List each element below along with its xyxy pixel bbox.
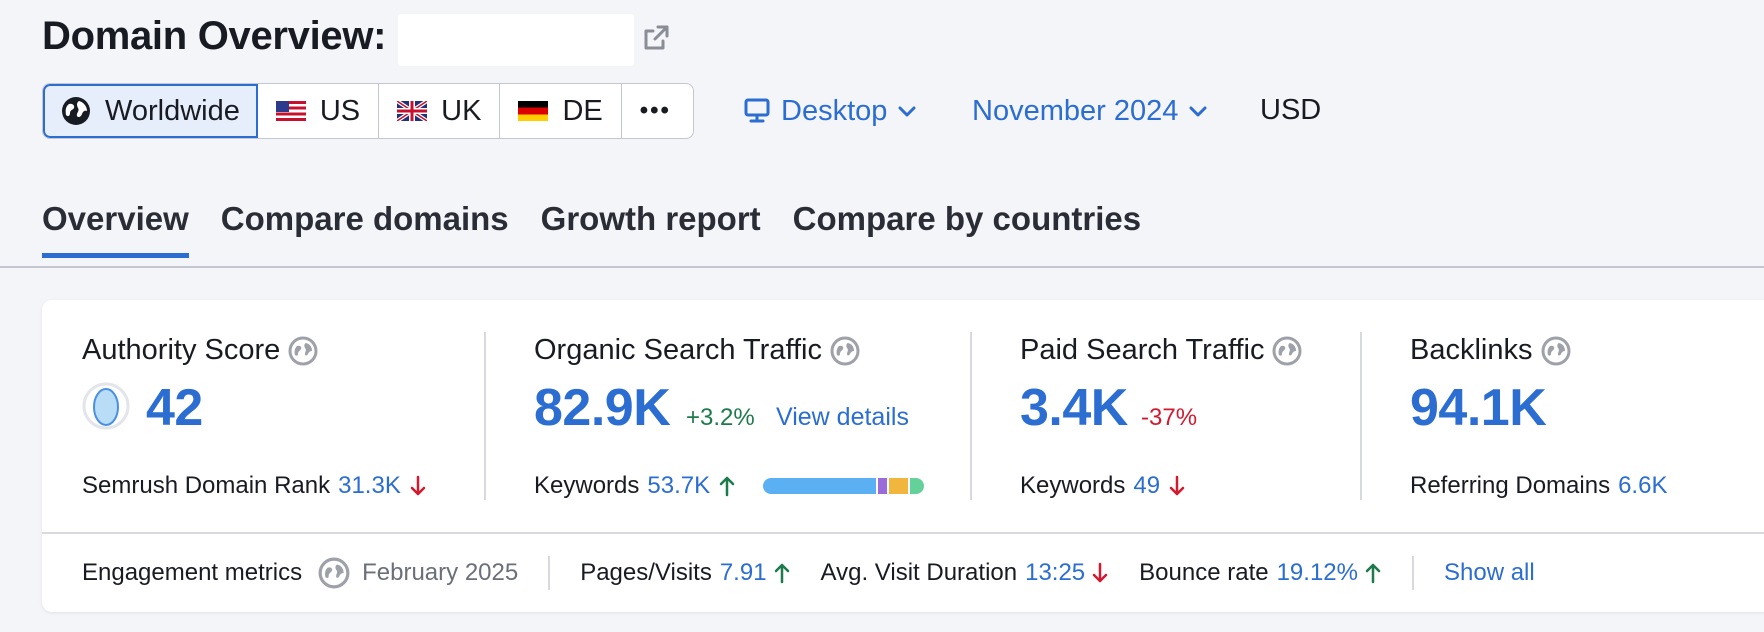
engagement-divider	[42, 532, 1764, 534]
engagement-separator	[548, 556, 551, 590]
arrow-up-icon	[774, 563, 789, 584]
bar-segment-21-50	[910, 478, 924, 494]
organic-keywords-label: Keywords	[534, 472, 640, 499]
domain-name-redacted	[398, 14, 634, 66]
visit-duration-value: 13:25	[1025, 559, 1086, 586]
us-flag-icon	[275, 101, 306, 121]
db-us-button[interactable]: US	[258, 84, 380, 138]
referring-domains-row: Referring Domains 6.6K	[1410, 472, 1667, 500]
chevron-down-icon	[1189, 106, 1207, 117]
domain-rank-value[interactable]: 31.3K	[338, 472, 401, 499]
backlinks-value[interactable]: 94.1K	[1410, 379, 1547, 437]
pages-visits-value: 7.91	[719, 559, 767, 586]
bar-segment-11-20	[889, 478, 908, 494]
arrow-down-icon	[410, 475, 426, 496]
paid-keywords-row: Keywords 49	[1020, 472, 1186, 500]
db-de-label: DE	[562, 94, 603, 127]
pages-visits-label: Pages/Visits	[580, 559, 712, 586]
authority-score-title: Authority Score	[82, 334, 281, 366]
metric-divider	[1360, 332, 1362, 500]
database-selector: Worldwide US UK DE •••	[42, 83, 694, 139]
paid-traffic-change: -37%	[1141, 404, 1198, 431]
engagement-separator	[1411, 556, 1414, 590]
device-label: Desktop	[781, 94, 888, 127]
tab-overview[interactable]: Overview	[42, 200, 189, 258]
globe-icon[interactable]	[288, 336, 318, 366]
bar-gap	[908, 478, 910, 494]
authority-score-value[interactable]: 42	[146, 379, 203, 437]
authority-score-label: Authority Score	[82, 334, 318, 367]
engagement-metrics-row: Engagement metrics February 2025 Pages/V…	[82, 552, 1535, 594]
backlinks-title: Backlinks	[1410, 334, 1533, 366]
db-uk-button[interactable]: UK	[379, 84, 501, 138]
globe-icon	[62, 97, 90, 125]
organic-traffic-change: +3.2%	[686, 404, 755, 431]
arrow-up-icon	[719, 476, 735, 497]
bar-gap	[887, 478, 889, 494]
engagement-label: Engagement metrics	[82, 559, 303, 586]
date-dropdown[interactable]: November 2024	[972, 90, 1208, 132]
db-us-label: US	[319, 94, 361, 127]
arrow-down-icon	[1169, 475, 1185, 496]
visit-duration-label: Avg. Visit Duration	[820, 559, 1018, 586]
report-tabs: Overview Compare domains Growth report C…	[42, 200, 1142, 258]
date-label: November 2024	[972, 94, 1179, 127]
organic-keywords-value[interactable]: 53.7K	[647, 472, 711, 499]
tab-growth-report[interactable]: Growth report	[540, 200, 761, 237]
arrow-down-icon	[1092, 562, 1108, 583]
paid-traffic-title: Paid Search Traffic	[1020, 334, 1265, 366]
de-flag-icon	[518, 101, 549, 121]
organic-traffic-label: Organic Search Traffic	[534, 334, 860, 367]
bounce-rate-label: Bounce rate	[1139, 559, 1269, 586]
bar-segment-top3	[763, 478, 876, 494]
device-dropdown[interactable]: Desktop	[743, 90, 917, 132]
paid-traffic-value[interactable]: 3.4K	[1020, 379, 1128, 437]
bar-gap	[876, 478, 878, 494]
currency-label: USD	[1260, 94, 1322, 126]
arrow-up-icon	[1365, 563, 1381, 584]
tabs-divider	[0, 266, 1764, 268]
more-icon: •••	[639, 97, 671, 124]
page-title: Domain Overview:	[42, 14, 387, 58]
db-more-button[interactable]: •••	[622, 84, 689, 138]
domain-rank-row: Semrush Domain Rank 31.3K	[82, 472, 427, 500]
globe-icon[interactable]	[1541, 336, 1571, 366]
globe-icon[interactable]	[830, 336, 860, 366]
globe-icon[interactable]	[318, 557, 350, 589]
metric-divider	[484, 332, 486, 500]
uk-flag-icon	[397, 101, 428, 121]
paid-traffic-label: Paid Search Traffic	[1020, 334, 1302, 367]
bar-segment-4-10	[878, 478, 887, 494]
tab-compare-by-countries[interactable]: Compare by countries	[792, 200, 1142, 237]
authority-score-gauge-icon	[82, 382, 130, 430]
engagement-date: February 2025	[362, 559, 519, 586]
db-de-button[interactable]: DE	[500, 84, 622, 138]
view-details-link[interactable]: View details	[776, 403, 909, 431]
external-link-icon[interactable]	[640, 22, 672, 54]
tab-compare-domains[interactable]: Compare domains	[220, 200, 509, 237]
show-all-link[interactable]: Show all	[1443, 559, 1535, 586]
chevron-down-icon	[898, 106, 916, 117]
referring-domains-value[interactable]: 6.6K	[1618, 472, 1668, 499]
referring-domains-label: Referring Domains	[1410, 472, 1611, 499]
bounce-rate-value: 19.12%	[1276, 559, 1358, 586]
backlinks-label: Backlinks	[1410, 334, 1571, 367]
db-uk-label: UK	[441, 94, 482, 127]
organic-traffic-title: Organic Search Traffic	[534, 334, 822, 366]
globe-icon[interactable]	[1272, 336, 1302, 366]
paid-keywords-value[interactable]: 49	[1133, 472, 1161, 499]
desktop-icon	[744, 98, 770, 123]
keyword-distribution-bar[interactable]	[763, 478, 924, 494]
db-worldwide-button[interactable]: Worldwide	[43, 84, 258, 138]
metric-divider	[970, 332, 972, 500]
organic-traffic-value[interactable]: 82.9K	[534, 379, 671, 437]
domain-rank-label: Semrush Domain Rank	[82, 472, 331, 499]
db-worldwide-label: Worldwide	[105, 94, 240, 127]
paid-keywords-label: Keywords	[1020, 472, 1126, 499]
organic-keywords-row: Keywords 53.7K	[534, 472, 736, 500]
